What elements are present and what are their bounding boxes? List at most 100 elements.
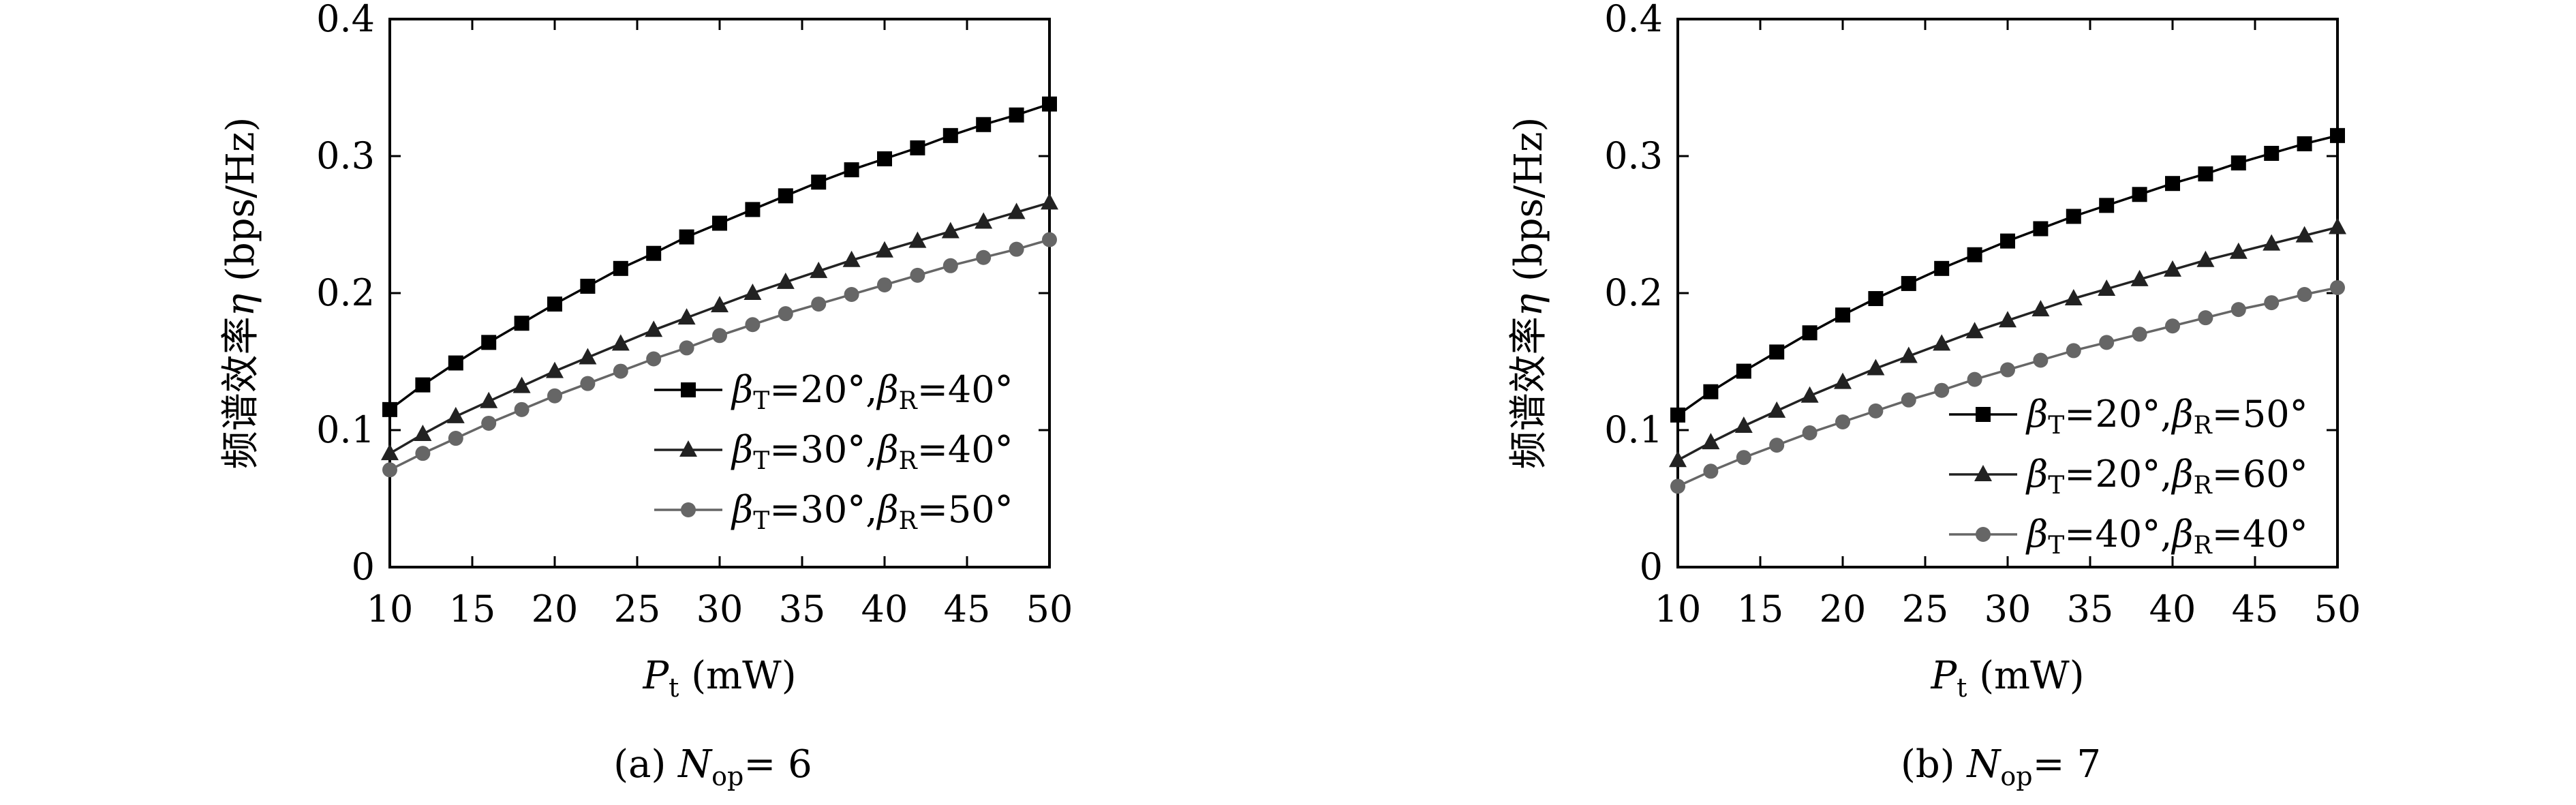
data-point-square <box>2230 155 2246 171</box>
x-tick-label: 35 <box>779 588 826 631</box>
data-point-triangle <box>611 334 630 351</box>
data-point-square <box>778 188 793 204</box>
legend-beta: β <box>876 368 898 411</box>
legend-value: =30°, <box>769 488 877 531</box>
x-tick-label: 40 <box>2149 588 2196 631</box>
data-point-square <box>2066 209 2081 224</box>
x-tick-label: 20 <box>532 588 579 631</box>
data-point-circle <box>613 363 628 379</box>
data-point-triangle <box>810 261 828 278</box>
data-point-circle <box>2033 352 2049 368</box>
data-point-square <box>514 316 530 331</box>
panel-caption: (b) Nop= 7 <box>1901 742 2101 791</box>
data-point-circle <box>415 446 431 461</box>
data-point-triangle <box>1669 451 1687 468</box>
plot-frame <box>388 18 1051 568</box>
data-point-square <box>448 355 463 371</box>
data-point-triangle <box>446 406 465 423</box>
legend-label: βT=20°,βR=50° <box>2025 393 2308 440</box>
series-2 <box>381 193 1058 461</box>
data-point-triangle <box>2031 300 2050 317</box>
data-point-triangle <box>711 296 729 313</box>
legend-beta: β <box>2171 393 2193 436</box>
data-point-triangle <box>2329 217 2346 234</box>
data-point-circle <box>942 258 958 273</box>
x-axis-label: Pt (mW) <box>642 654 796 703</box>
data-point-square <box>942 127 958 143</box>
legend-subscript: R <box>2194 412 2213 440</box>
data-point-triangle <box>579 348 597 365</box>
x-tick-label: 25 <box>1902 588 1949 631</box>
caption-sub: op <box>2000 761 2032 791</box>
data-point-circle <box>2330 279 2345 295</box>
legend-label: βT=30°,βR=40° <box>731 428 1013 475</box>
data-point-square <box>2033 221 2049 237</box>
data-point-triangle <box>677 308 696 325</box>
x-tick-label: 15 <box>1737 588 1784 631</box>
x-tick-label: 45 <box>2232 588 2279 631</box>
data-point-triangle <box>1999 311 2017 328</box>
legend-beta: β <box>731 368 753 411</box>
data-point-circle <box>547 388 562 404</box>
legend-value: =40° <box>917 428 1013 471</box>
data-point-circle <box>745 317 761 333</box>
y-tick-label: 0.2 <box>316 271 375 314</box>
x-tick-label: 10 <box>1655 588 1702 631</box>
data-point-circle <box>1670 479 1685 494</box>
data-point-circle <box>877 277 892 292</box>
caption-prefix: (b) <box>1901 742 1967 787</box>
legend-value: =60° <box>2212 453 2308 496</box>
series-line <box>388 102 1050 411</box>
data-point-triangle <box>1965 322 1984 339</box>
legend-value: =20°, <box>769 368 877 411</box>
data-point-circle <box>1703 464 1719 479</box>
legend-beta: β <box>731 488 753 531</box>
data-point-square <box>2198 166 2213 182</box>
series-3 <box>382 232 1057 478</box>
data-point-triangle <box>1702 433 1720 450</box>
data-point-triangle <box>1933 334 1951 351</box>
x-tick-label: 25 <box>614 588 661 631</box>
data-point-circle <box>2264 295 2280 311</box>
legend-subscript: R <box>2194 472 2213 500</box>
data-point-triangle <box>2229 242 2248 259</box>
legend-subscript: R <box>899 387 918 415</box>
legend-label: βT=20°,βR=40° <box>731 368 1013 415</box>
legend-label: βT=20°,βR=60° <box>2025 453 2308 500</box>
data-point-square <box>547 297 562 312</box>
data-point-triangle <box>1768 401 1786 418</box>
data-point-circle <box>778 306 793 322</box>
data-point-square <box>1703 384 1719 399</box>
legend-value: =40° <box>917 368 1013 411</box>
legend-marker-square <box>681 382 696 397</box>
y-tick-label: 0 <box>352 545 375 588</box>
data-point-square <box>415 377 431 393</box>
legend-beta: β <box>2025 393 2048 436</box>
data-point-circle <box>448 431 463 446</box>
data-point-triangle <box>480 391 498 408</box>
data-point-circle <box>910 267 925 283</box>
legend-marker-triangle <box>1974 465 1992 481</box>
legend-value: =50° <box>917 488 1013 531</box>
series-1 <box>382 96 1057 417</box>
panel-caption: (a) Nop= 6 <box>613 742 812 791</box>
x-tick-label: 10 <box>367 588 414 631</box>
data-point-circle <box>844 287 859 303</box>
data-point-triangle <box>842 250 861 267</box>
data-point-circle <box>1835 414 1850 429</box>
data-point-square <box>2099 198 2115 213</box>
x-axis-var: P <box>1930 654 1957 698</box>
data-point-square <box>1835 307 1850 323</box>
data-point-square <box>2297 136 2312 151</box>
legend-subscript: T <box>2048 412 2064 440</box>
x-axis-var: P <box>642 654 669 698</box>
data-point-circle <box>1802 425 1818 441</box>
legend-subscript: T <box>753 447 769 475</box>
data-point-triangle <box>876 241 893 258</box>
legend-subscript: T <box>753 507 769 535</box>
data-point-square <box>2132 187 2147 202</box>
data-point-triangle <box>975 212 993 229</box>
data-point-square <box>382 401 397 417</box>
data-point-square <box>2165 176 2180 192</box>
legend-value: =20°, <box>2064 453 2172 496</box>
